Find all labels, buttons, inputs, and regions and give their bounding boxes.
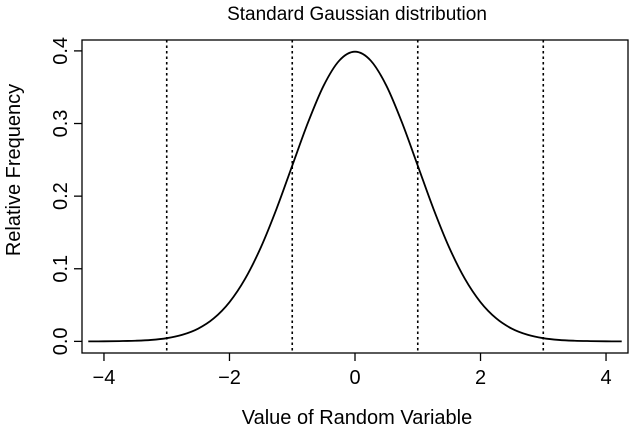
y-tick-label: 0.1	[50, 255, 72, 283]
x-tick-label: −2	[218, 367, 241, 389]
x-axis-label: Value of Random Variable	[242, 407, 473, 429]
y-axis: 0.0 0.1 0.2 0.3 0.4	[50, 37, 82, 355]
y-tick-label: 0.3	[50, 110, 72, 138]
x-tick-label: 4	[600, 367, 611, 389]
y-tick-label: 0.0	[50, 327, 72, 355]
chart-title: Standard Gaussian distribution	[227, 4, 487, 25]
x-tick-label: 2	[475, 367, 486, 389]
dotted-reference-lines	[165, 40, 545, 353]
y-tick-label: 0.4	[50, 37, 72, 65]
x-tick-label: 0	[349, 367, 360, 389]
y-axis-label: Relative Frequency	[3, 84, 25, 256]
density-curve	[88, 50, 622, 343]
x-tick-label: −4	[93, 367, 116, 389]
y-tick-label: 0.2	[50, 182, 72, 210]
x-axis: −4 −2 0 2 4	[93, 353, 612, 389]
plot-frame	[81, 39, 629, 354]
